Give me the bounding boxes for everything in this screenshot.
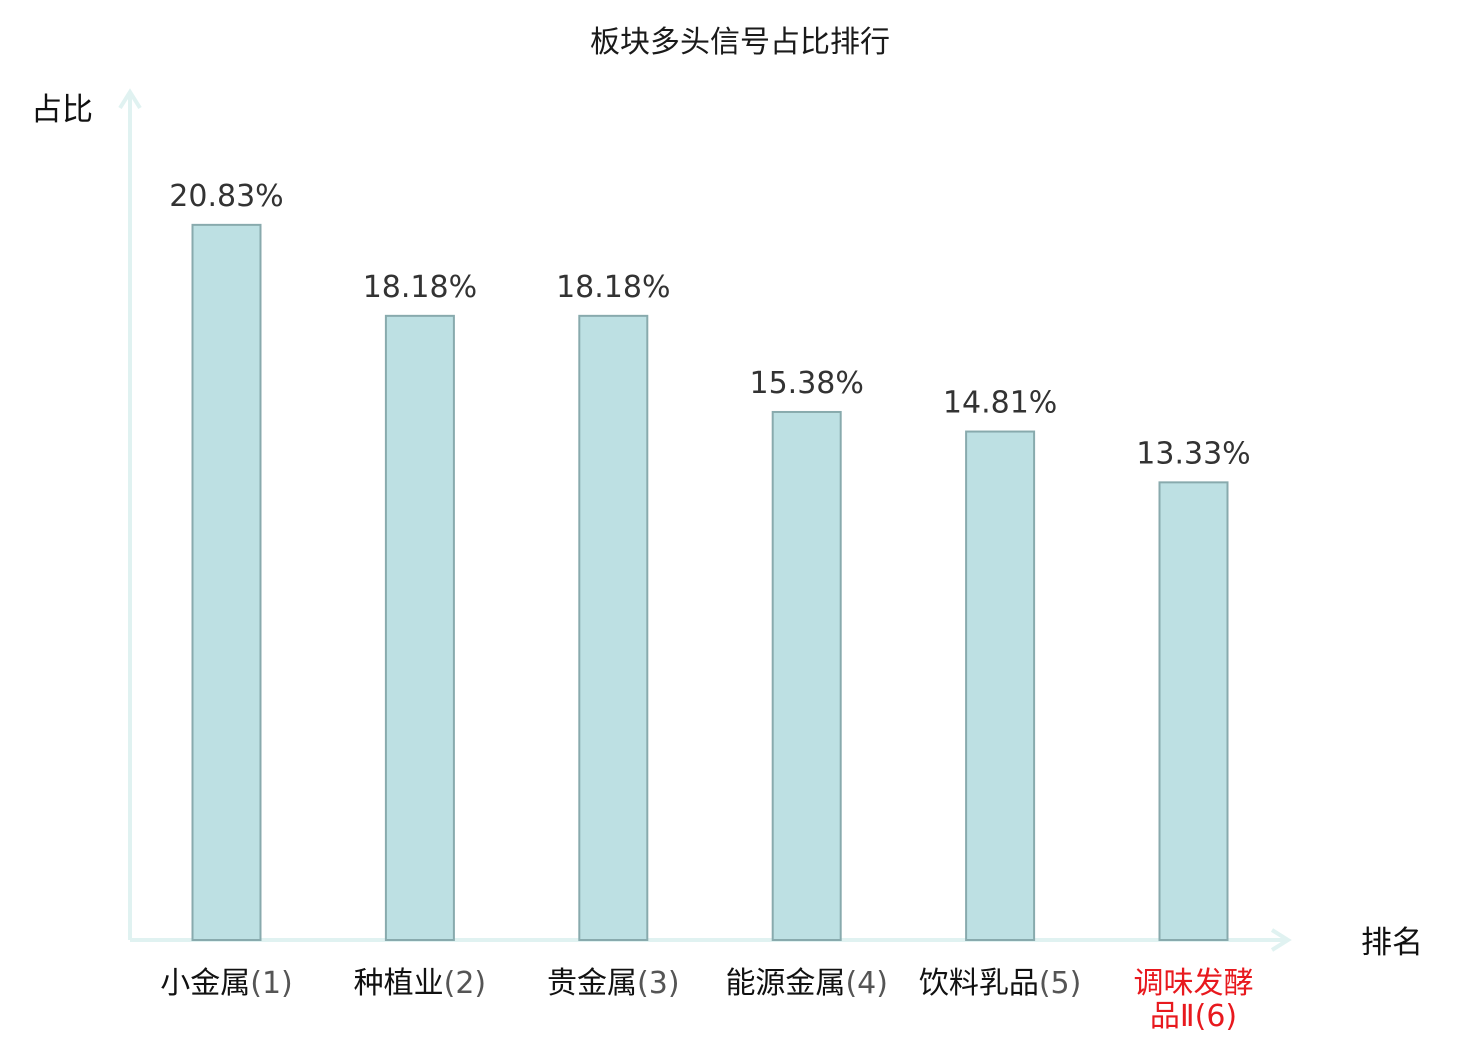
category-label-4: 能源金属(4)	[725, 966, 888, 1001]
value-labels-group: 20.83% 18.18% 18.18% 15.38% 14.81% 13.33%	[169, 179, 1250, 471]
value-label-3: 18.18%	[556, 270, 670, 305]
x-axis-arrow	[1270, 928, 1292, 952]
value-label-1: 20.83%	[169, 179, 283, 214]
category-label-6: 调味发酵品Ⅱ(6)	[1134, 966, 1254, 1034]
bars-group	[191, 223, 1229, 942]
category-rank: (1)	[250, 966, 293, 1001]
value-label-2: 18.18%	[363, 270, 477, 305]
category-label-1: 小金属(1)	[160, 966, 293, 1001]
category-label-5: 饮料乳品(5)	[919, 966, 1082, 1001]
bar-2	[384, 314, 455, 941]
value-label-4: 15.38%	[750, 366, 864, 401]
bar-6	[1158, 481, 1229, 941]
category-name: 能源金属	[725, 966, 845, 1001]
bar-1	[191, 223, 262, 942]
bar-5	[965, 430, 1036, 941]
value-label-6: 13.33%	[1136, 436, 1250, 471]
category-label-line1: 调味发酵	[1134, 966, 1254, 1001]
category-rank: (5)	[1039, 966, 1082, 1001]
chart-title: 板块多头信号占比排行	[590, 25, 890, 60]
category-labels-group: 小金属(1) 种植业(2) 贵金属(3) 能源金属(4) 饮料乳品(5) 调味发酵品Ⅱ(6…	[160, 966, 1253, 1034]
bar-3	[578, 314, 649, 941]
category-rank: (2)	[444, 966, 487, 1001]
category-name: 饮料乳品	[919, 966, 1039, 1001]
y-axis-label: 占比	[31, 92, 93, 128]
category-name: 贵金属	[547, 966, 637, 1001]
category-rank: (4)	[845, 966, 888, 1001]
axes: 占比 排名	[31, 88, 1423, 961]
value-label-5: 14.81%	[943, 386, 1057, 421]
category-rank: (3)	[637, 966, 680, 1001]
category-label-3: 贵金属(3)	[547, 966, 680, 1001]
bar-4	[771, 410, 842, 942]
x-axis-label: 排名	[1361, 925, 1423, 961]
category-label-line2: 品Ⅱ(6)	[1150, 999, 1237, 1034]
category-name: 小金属	[160, 966, 250, 1001]
category-label-2: 种植业(2)	[354, 966, 487, 1001]
y-axis-arrow	[118, 88, 142, 110]
category-name: 种植业	[354, 966, 444, 1001]
